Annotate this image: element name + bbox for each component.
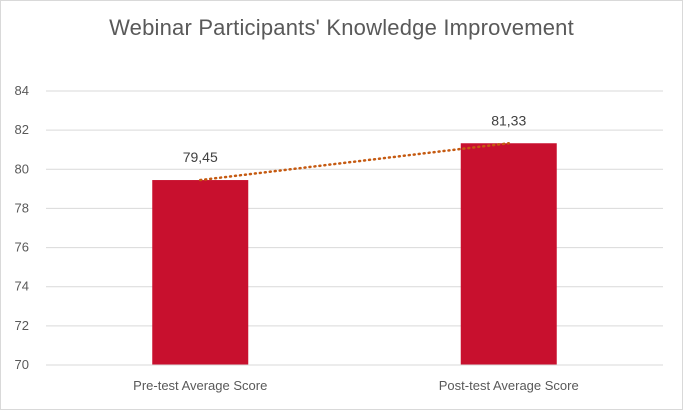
y-tick-label: 70 (15, 357, 29, 372)
y-tick-label: 84 (15, 83, 29, 98)
y-tick-label: 74 (15, 279, 29, 294)
y-tick-label: 78 (15, 200, 29, 215)
bar (152, 180, 249, 365)
y-tick-label: 82 (15, 122, 29, 137)
y-tick-label: 80 (15, 161, 29, 176)
x-category-label: Pre-test Average Score (133, 378, 267, 393)
trendline (199, 142, 510, 182)
data-label: 81,33 (491, 112, 526, 128)
y-tick-label: 76 (15, 240, 29, 255)
data-label: 79,45 (183, 149, 218, 165)
bar (460, 143, 557, 365)
y-tick-label: 72 (15, 318, 29, 333)
x-category-label: Post-test Average Score (439, 378, 579, 393)
chart-title: Webinar Participants' Knowledge Improvem… (109, 15, 574, 40)
